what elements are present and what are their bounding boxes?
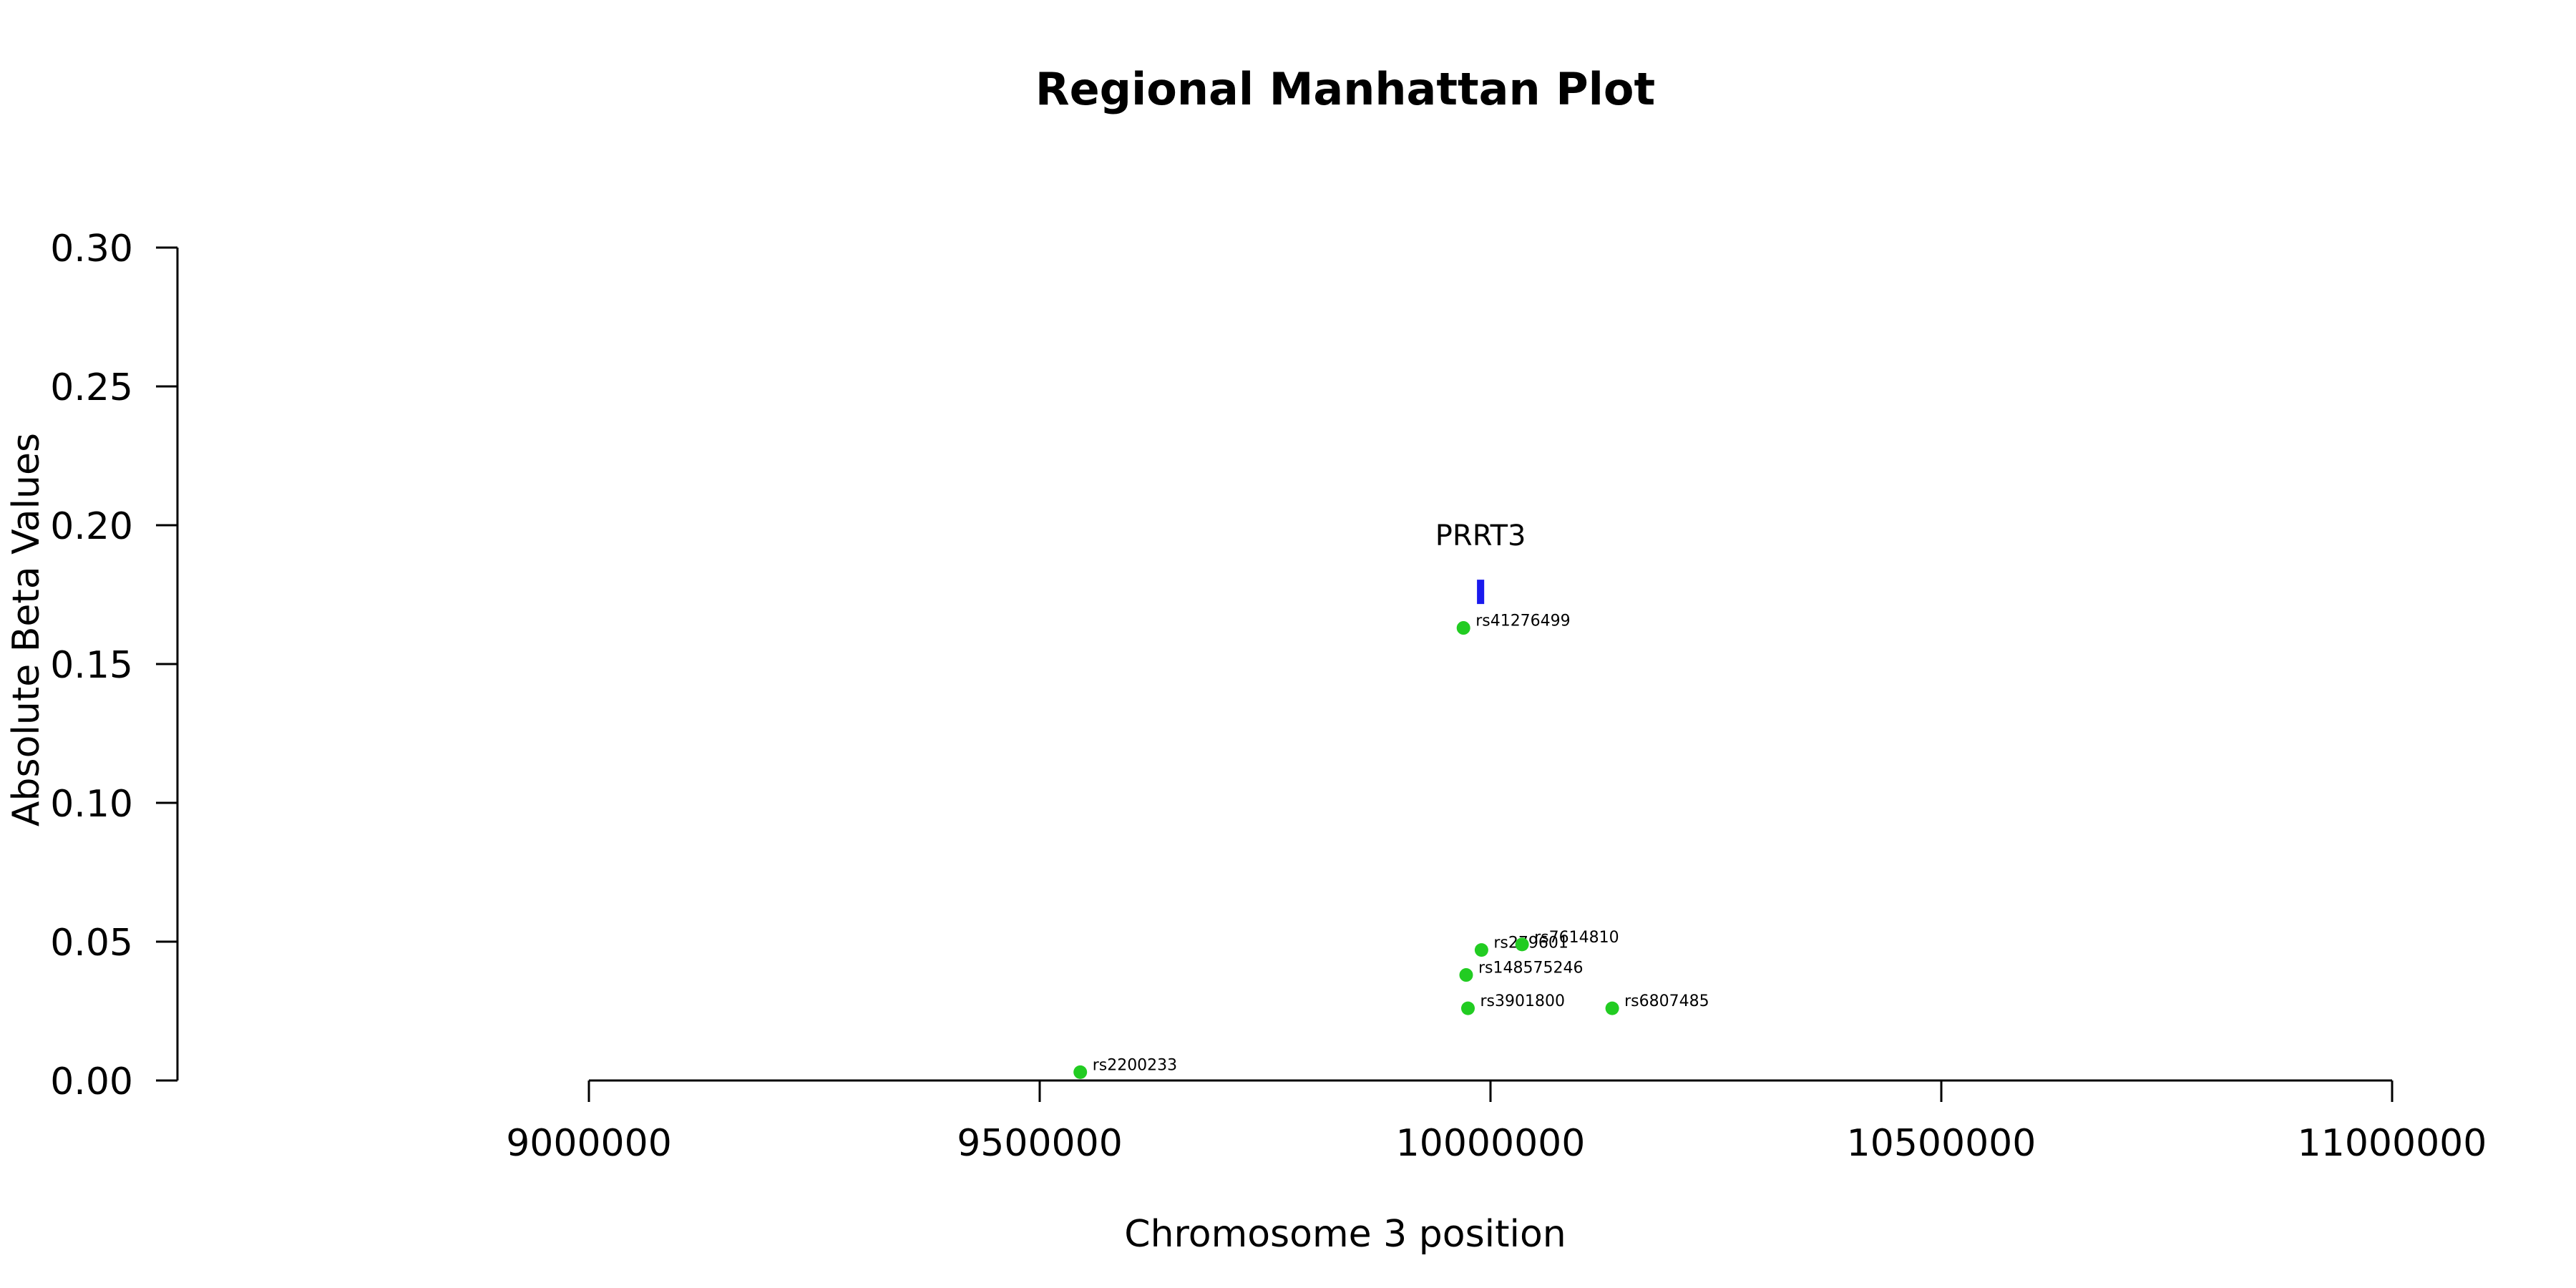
x-axis: 9000000 9500000 10000000 10500000 11000000 (506, 1079, 2487, 1165)
data-point (1459, 968, 1473, 982)
y-tick-label: 0.10 (50, 783, 133, 826)
point-label: rs7614810 (1534, 929, 1619, 947)
x-tick-label: 10000000 (1396, 1122, 1586, 1165)
gene-bar (1477, 580, 1485, 605)
data-point (1515, 937, 1529, 952)
x-tick-label: 9000000 (506, 1122, 672, 1165)
data-point (1474, 943, 1488, 957)
data-point (1456, 621, 1470, 635)
y-tick-label: 0.00 (50, 1060, 133, 1103)
y-tick-label: 0.15 (50, 644, 133, 687)
x-tick-label: 9500000 (957, 1122, 1123, 1165)
x-tick-label: 10500000 (1847, 1122, 2036, 1165)
chart-title: Regional Manhattan Plot (1035, 63, 1655, 115)
point-label: rs6807485 (1624, 992, 1709, 1010)
y-tick-label: 0.05 (50, 922, 133, 965)
y-axis: 0.00 0.05 0.10 0.15 0.20 0.25 0.30 (50, 228, 179, 1103)
y-axis-label: Absolute Beta Values (5, 433, 48, 826)
y-tick-label: 0.30 (50, 228, 133, 270)
point-label: rs148575246 (1478, 960, 1583, 977)
y-tick-label: 0.25 (50, 366, 133, 409)
gene-track: PRRT3 (1435, 519, 1526, 605)
point-label: rs2200233 (1093, 1056, 1178, 1074)
data-point (1461, 1001, 1475, 1015)
point-label: rs41276499 (1475, 613, 1570, 630)
x-tick-label: 11000000 (2298, 1122, 2487, 1165)
point-label: rs279601 (1493, 935, 1568, 952)
data-point (1073, 1065, 1088, 1079)
gene-label: PRRT3 (1435, 519, 1526, 552)
x-axis-label: Chromosome 3 position (1124, 1213, 1566, 1256)
point-label: rs3901800 (1480, 992, 1566, 1010)
data-point (1605, 1001, 1619, 1015)
y-tick-label: 0.20 (50, 505, 133, 548)
